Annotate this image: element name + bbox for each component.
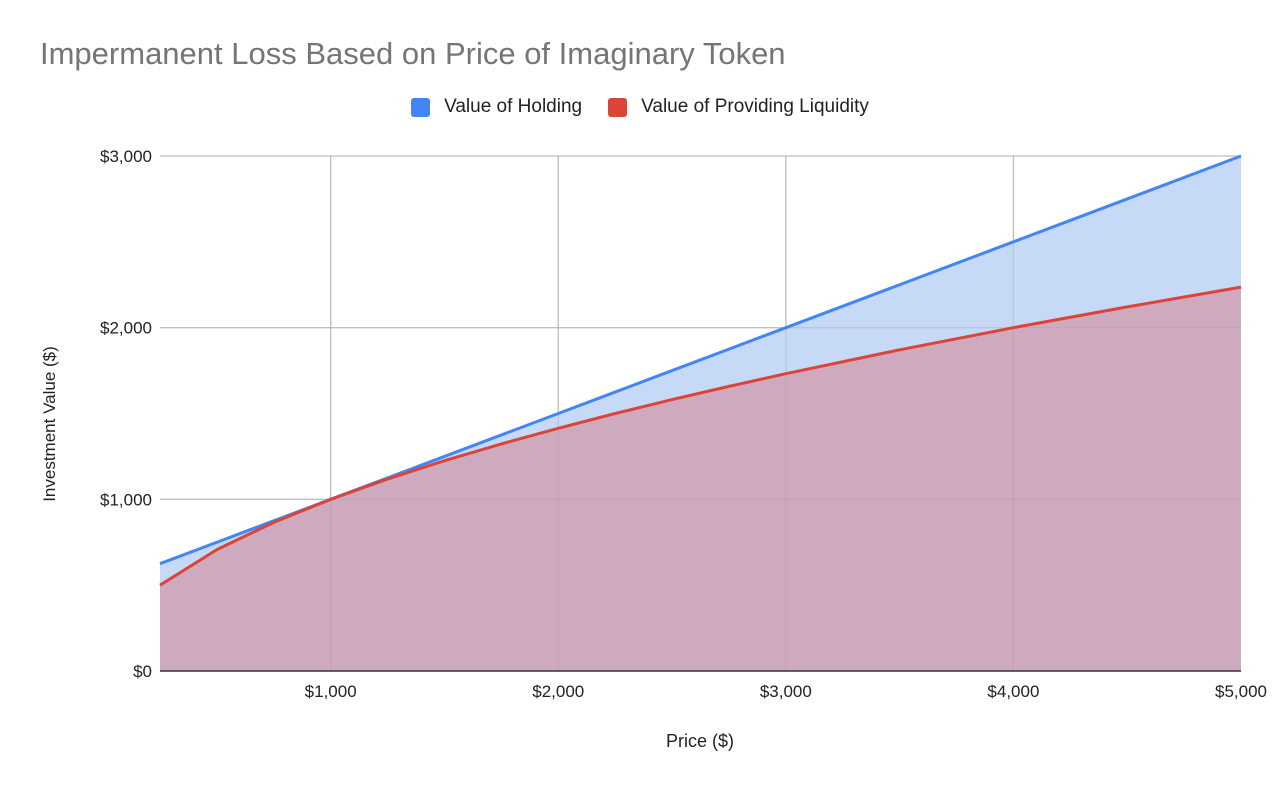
- chart-title: Impermanent Loss Based on Price of Imagi…: [40, 36, 786, 71]
- x-axis-label: Price ($): [665, 731, 735, 751]
- x-tick-label: $3,000: [760, 682, 812, 701]
- legend-swatch-liquidity: [608, 97, 628, 117]
- legend: Value of Holding Value of Providing Liqu…: [0, 96, 1280, 118]
- line-liquidity: [159, 285, 1242, 587]
- x-tick-label: $1,000: [305, 682, 357, 701]
- y-tick-label: $3,000: [100, 147, 152, 166]
- legend-swatch-holding: [411, 97, 431, 117]
- legend-label-liquidity: Value of Providing Liquidity: [641, 96, 869, 117]
- x-tick-label: $5,000: [1215, 682, 1267, 701]
- x-tick-label: $4,000: [987, 682, 1039, 701]
- y-tick-label: $0: [133, 662, 152, 681]
- area-liquidity: [160, 287, 1241, 671]
- legend-label-holding: Value of Holding: [444, 96, 583, 117]
- legend-item-liquidity[interactable]: Value of Providing Liquidity: [608, 96, 869, 118]
- legend-item-holding[interactable]: Value of Holding: [411, 96, 582, 118]
- y-tick-label: $2,000: [100, 319, 152, 338]
- y-tick-label: $1,000: [100, 490, 152, 509]
- x-tick-label: $2,000: [532, 682, 584, 701]
